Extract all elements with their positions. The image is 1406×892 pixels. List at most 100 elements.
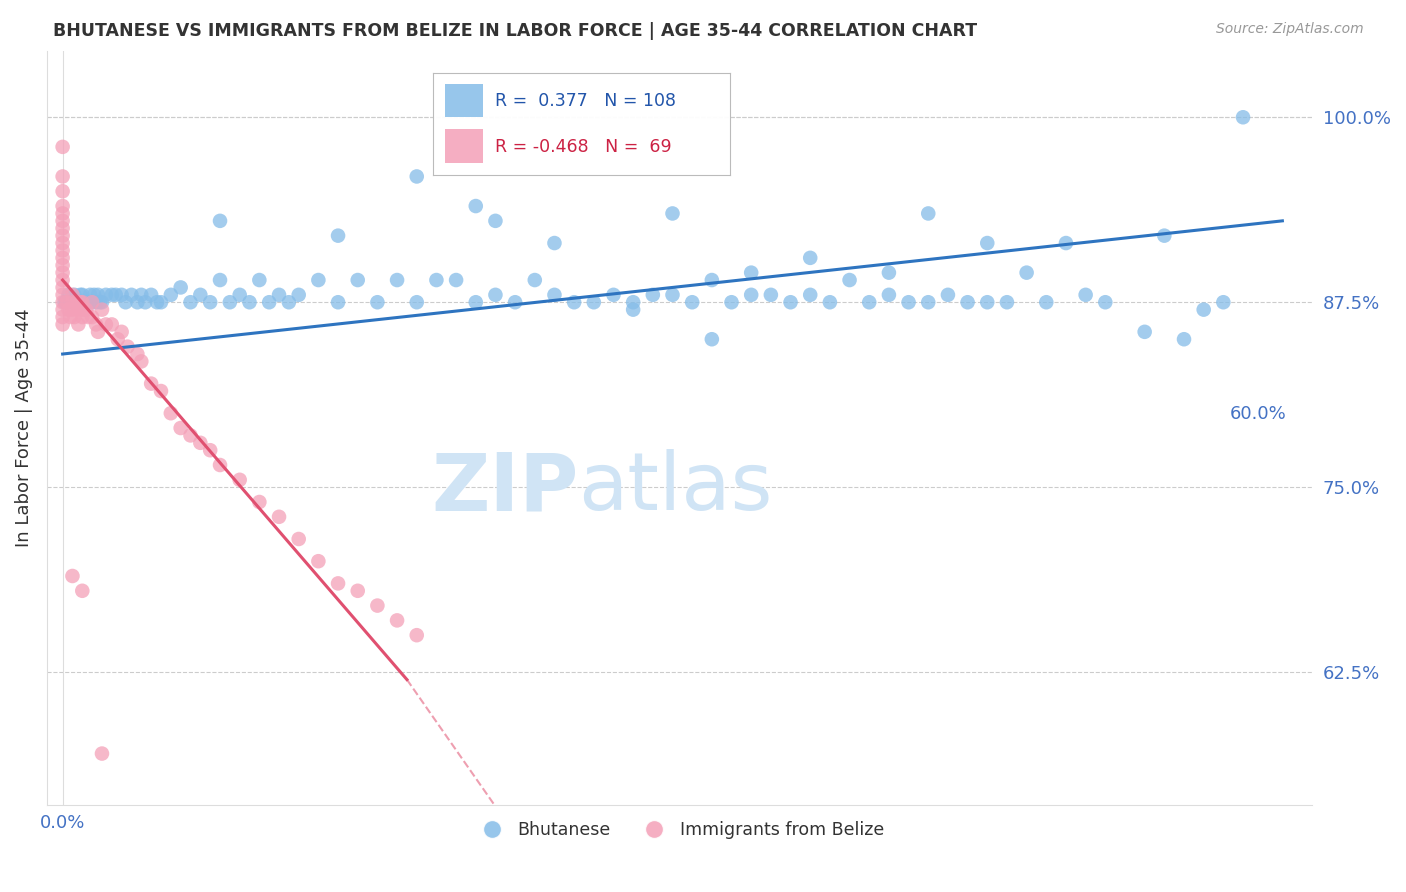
Point [65,295,87,310]
Point [307,554,329,568]
Point [405,169,427,184]
Point [267,509,290,524]
Point [326,228,349,243]
Point [346,273,368,287]
Point [111,288,134,302]
Point [661,206,683,220]
Point [1173,332,1195,346]
Point [238,295,260,310]
Point [59,310,82,324]
Point [62,569,84,583]
Point [1133,325,1156,339]
Point [287,532,309,546]
Point [198,295,221,310]
Point [65,295,87,310]
Text: BHUTANESE VS IMMIGRANTS FROM BELIZE IN LABOR FORCE | AGE 35-44 CORRELATION CHART: BHUTANESE VS IMMIGRANTS FROM BELIZE IN L… [53,22,977,40]
Point [94,288,117,302]
Point [1094,295,1116,310]
Point [141,376,163,391]
Point [111,325,134,339]
Point [72,302,94,317]
Point [897,295,920,310]
Point [101,318,124,332]
Point [405,295,427,310]
Point [79,288,101,302]
Point [366,599,388,613]
Point [759,288,782,302]
Point [52,302,75,317]
Point [84,318,107,332]
Point [52,266,75,280]
Point [976,295,998,310]
Point [150,295,173,310]
Legend: Bhutanese, Immigrants from Belize: Bhutanese, Immigrants from Belize [467,814,891,846]
Point [198,443,221,458]
Point [52,199,75,213]
Point [621,295,644,310]
Point [188,435,211,450]
Point [117,340,139,354]
Point [641,288,664,302]
Point [405,628,427,642]
Point [385,614,408,628]
Point [52,318,75,332]
Point [141,288,163,302]
Point [1212,295,1234,310]
Point [877,266,900,280]
Point [621,302,644,317]
Point [59,295,82,310]
Point [52,235,75,250]
Point [1035,295,1057,310]
Point [91,302,114,317]
Point [425,273,447,287]
Point [82,295,104,310]
Point [72,295,94,310]
Point [131,354,153,368]
Point [700,273,723,287]
Point [562,295,585,310]
Point [503,295,526,310]
Point [69,288,91,302]
Point [146,295,169,310]
Point [62,295,84,310]
Point [55,295,77,310]
Y-axis label: In Labor Force | Age 35-44: In Labor Force | Age 35-44 [15,309,32,548]
Point [127,347,149,361]
Point [267,288,290,302]
Point [976,235,998,250]
Point [77,310,100,324]
Point [287,288,309,302]
Point [104,288,127,302]
Point [58,302,80,317]
Point [838,273,860,287]
Point [385,273,408,287]
Point [91,747,114,761]
Point [87,288,110,302]
Point [52,310,75,324]
Point [444,273,467,287]
Point [52,221,75,235]
Point [307,273,329,287]
Point [228,288,250,302]
Point [247,495,270,509]
Point [661,288,683,302]
Point [87,325,110,339]
Text: ZIP: ZIP [430,450,578,527]
Point [83,288,105,302]
Point [63,310,86,324]
Point [779,295,801,310]
Point [160,288,183,302]
Point [67,318,90,332]
Point [62,295,84,310]
Point [346,583,368,598]
Point [208,214,231,228]
Point [72,583,94,598]
Point [799,251,821,265]
Point [52,184,75,198]
Point [366,295,388,310]
Point [582,295,605,310]
Point [67,295,90,310]
Point [84,295,107,310]
Point [995,295,1018,310]
Point [62,302,84,317]
